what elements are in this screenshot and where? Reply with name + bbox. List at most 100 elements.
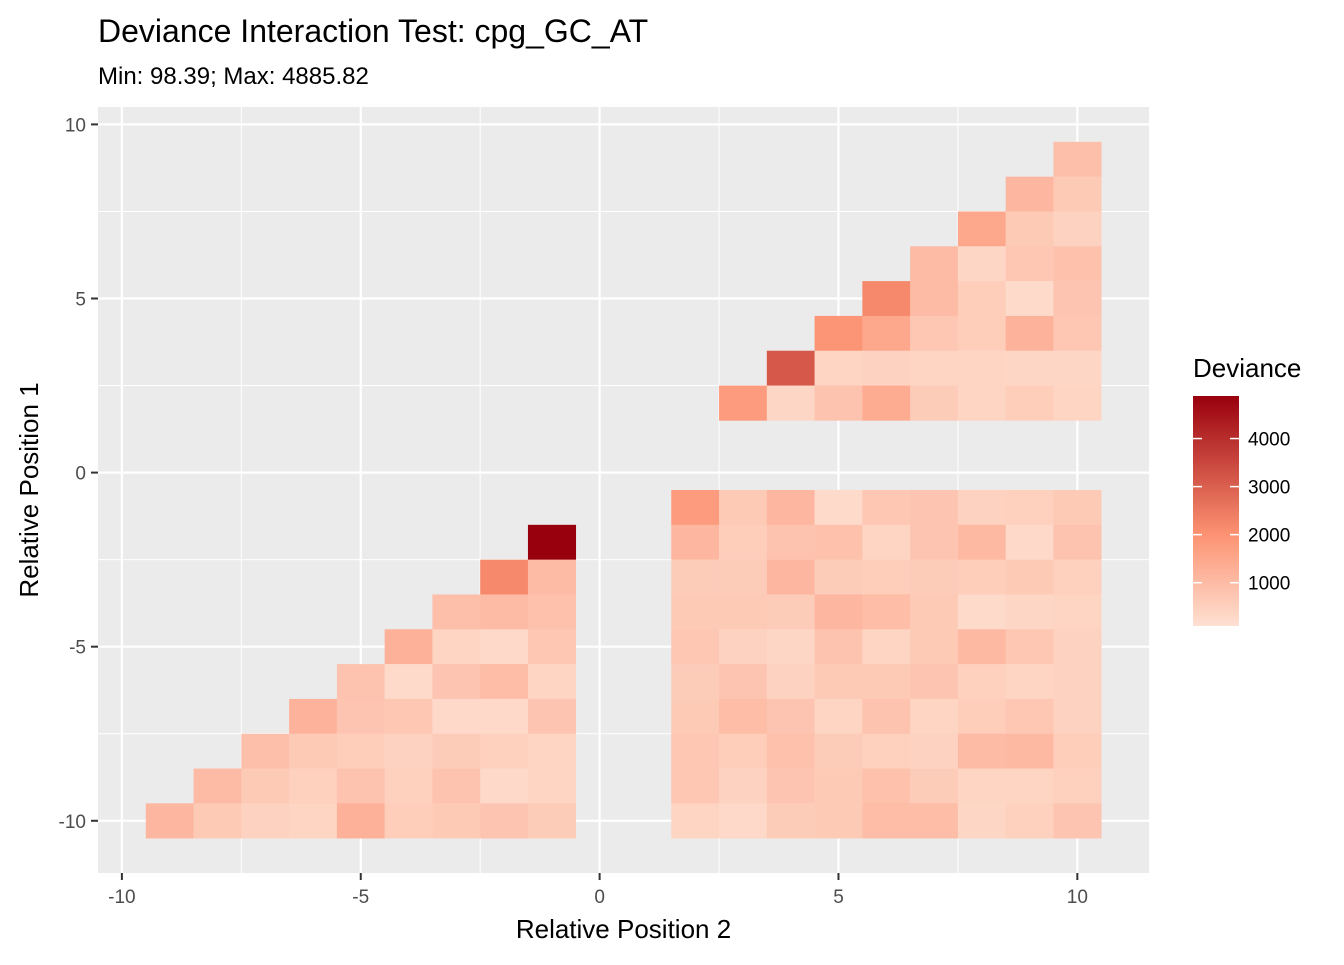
heatmap-cell xyxy=(910,698,959,735)
heatmap-cell xyxy=(1053,281,1102,317)
heatmap-cell xyxy=(910,524,959,560)
heatmap-cell xyxy=(814,594,863,630)
heatmap-cell xyxy=(1005,803,1054,839)
legend-tick-label: 1000 xyxy=(1248,574,1290,595)
heatmap-cell xyxy=(862,803,911,839)
heatmap-cell xyxy=(719,594,768,630)
heatmap-cell xyxy=(814,315,863,352)
heatmap-cell xyxy=(671,698,720,735)
heatmap-cell xyxy=(766,385,815,421)
x-tick-label: 5 xyxy=(833,887,844,908)
heatmap-cell xyxy=(1005,246,1054,282)
heatmap-cell xyxy=(910,315,959,352)
heatmap-cell xyxy=(957,698,1006,735)
heatmap-cell xyxy=(480,664,529,700)
axis-layer: -10 -5 0 5 10 -10 -5 0 5 10 xyxy=(59,115,1088,908)
heatmap-cell xyxy=(289,803,338,839)
heatmap-cell xyxy=(1005,629,1054,665)
heatmap-cell xyxy=(862,524,911,560)
heatmap-cell xyxy=(336,664,385,700)
heatmap-cell xyxy=(1005,490,1054,526)
heatmap-cell xyxy=(719,803,768,839)
heatmap-cell xyxy=(957,490,1006,526)
heatmap-cell xyxy=(1005,698,1054,735)
heatmap-cell xyxy=(289,698,338,735)
heatmap-cell xyxy=(384,768,433,804)
x-tick-label: 0 xyxy=(594,887,605,908)
heatmap-cell xyxy=(862,490,911,526)
heatmap-cell xyxy=(814,385,863,421)
heatmap-cell xyxy=(671,733,720,769)
y-tick-label: -5 xyxy=(69,638,86,659)
chart-subtitle: Min: 98.39; Max: 4885.82 xyxy=(98,63,369,90)
x-tick-label: -5 xyxy=(352,887,369,908)
heatmap-cell xyxy=(1053,350,1102,386)
heatmap-cell xyxy=(766,803,815,839)
heatmap-cell xyxy=(480,559,529,595)
heatmap-cell xyxy=(719,490,768,526)
heatmap-cell xyxy=(1053,629,1102,665)
heatmap-cell xyxy=(432,698,481,735)
x-tick-label: 10 xyxy=(1067,887,1088,908)
heatmap-cell xyxy=(910,350,959,386)
heatmap-cell xyxy=(862,559,911,595)
heatmap-cell xyxy=(527,698,577,735)
heatmap-cell xyxy=(1005,385,1054,421)
heatmap-cell xyxy=(766,698,815,735)
heatmap-cell xyxy=(957,559,1006,595)
legend-title: Deviance xyxy=(1193,353,1301,383)
heatmap-cell xyxy=(814,559,863,595)
heatmap-cell xyxy=(671,803,720,839)
heatmap-cell xyxy=(719,733,768,769)
heatmap-cell xyxy=(1005,768,1054,804)
heatmap-cell xyxy=(910,768,959,804)
heatmap-cell xyxy=(957,315,1006,352)
heatmap-cell xyxy=(671,524,720,560)
heatmap-cell xyxy=(671,664,720,700)
heatmap-cell xyxy=(1005,211,1054,247)
heatmap-cell xyxy=(480,803,529,839)
heatmap-cell xyxy=(814,733,863,769)
heatmap-cell xyxy=(910,281,959,317)
y-tick-label: -10 xyxy=(59,812,86,833)
heatmap-cell xyxy=(910,664,959,700)
heatmap-cell xyxy=(1053,559,1102,595)
heatmap-cell xyxy=(910,559,959,595)
heatmap-cell xyxy=(384,664,433,700)
heatmap-cell xyxy=(957,803,1006,839)
heatmap-cell xyxy=(480,768,529,804)
heatmap-cell xyxy=(766,594,815,630)
heatmap-cell xyxy=(766,559,815,595)
heatmap-cell xyxy=(814,490,863,526)
heatmap-cell xyxy=(862,733,911,769)
heatmap-cell xyxy=(527,768,577,804)
heatmap-cell xyxy=(432,594,481,630)
heatmap-cell xyxy=(910,594,959,630)
heatmap-cell xyxy=(1005,524,1054,560)
heatmap-cell xyxy=(1005,315,1054,352)
heatmap-cell xyxy=(719,385,768,421)
heatmap-cell xyxy=(480,594,529,630)
heatmap-cell xyxy=(527,803,577,839)
heatmap-cell xyxy=(480,733,529,769)
heatmap-cell xyxy=(671,629,720,665)
heatmap-cell xyxy=(862,594,911,630)
heatmap-cell xyxy=(336,733,385,769)
heatmap-cell xyxy=(1005,559,1054,595)
heatmap-cell xyxy=(957,629,1006,665)
heatmap-cell xyxy=(1053,733,1102,769)
heatmap-cell xyxy=(432,733,481,769)
heatmap-cell xyxy=(814,350,863,386)
heatmap-cell xyxy=(527,664,577,700)
heatmap-cell xyxy=(384,698,433,735)
heatmap-cell xyxy=(719,559,768,595)
heatmap-cell xyxy=(957,768,1006,804)
heatmap-cell xyxy=(289,768,338,804)
heatmap-cell xyxy=(766,629,815,665)
heatmap-cell xyxy=(432,629,481,665)
heatmap-cell xyxy=(814,664,863,700)
heatmap-cell xyxy=(957,594,1006,630)
heatmap-cell xyxy=(957,733,1006,769)
heatmap-cell xyxy=(1053,385,1102,421)
heatmap-cell xyxy=(814,629,863,665)
